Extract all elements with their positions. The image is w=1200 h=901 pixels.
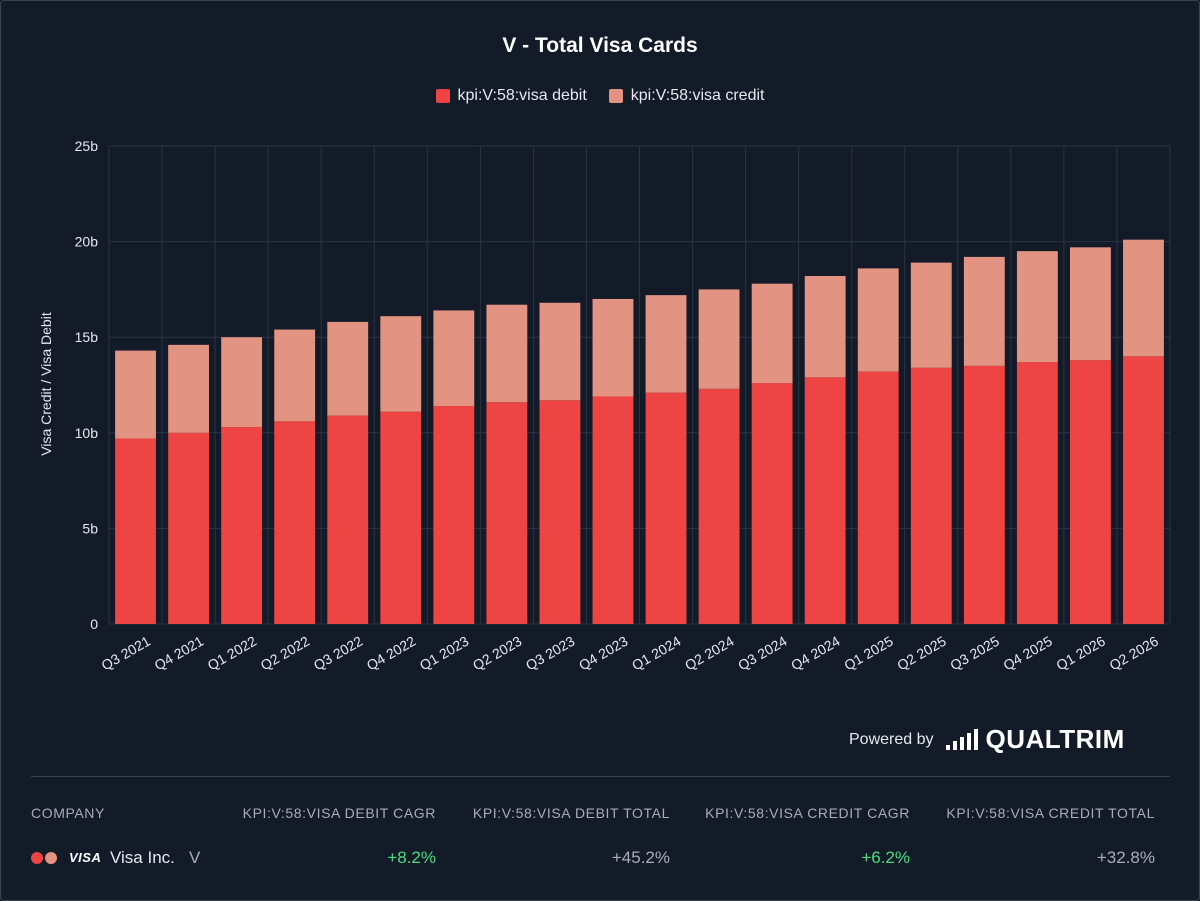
x-tick-label: Q2 2024	[682, 633, 737, 674]
bar-debit[interactable]	[592, 396, 634, 624]
visa-logo: VISA	[69, 850, 102, 865]
x-tick-label: Q4 2023	[576, 633, 631, 674]
header-debit-total: KPI:V:58:VISA DEBIT TOTAL	[472, 805, 670, 821]
credit-dot-icon	[45, 852, 57, 864]
x-tick-label: Q2 2022	[258, 633, 313, 674]
bar-debit[interactable]	[539, 400, 581, 624]
bar-credit[interactable]	[380, 316, 422, 412]
bar-debit[interactable]	[221, 427, 263, 624]
bar-credit[interactable]	[539, 302, 581, 401]
bar-debit[interactable]	[486, 402, 528, 624]
bar-debit[interactable]	[910, 367, 952, 624]
legend-item-debit[interactable]: kpi:V:58:visa debit	[435, 87, 587, 105]
legend-item-credit[interactable]: kpi:V:58:visa credit	[608, 87, 765, 105]
x-tick-label: Q4 2025	[1000, 633, 1055, 674]
x-tick-label: Q2 2023	[470, 633, 525, 674]
bar-debit[interactable]	[645, 392, 687, 624]
header-credit-total: KPI:V:58:VISA CREDIT TOTAL	[946, 805, 1155, 821]
legend-swatch-credit	[608, 89, 623, 103]
bar-debit[interactable]	[1016, 362, 1058, 624]
company-name: Visa Inc.	[110, 848, 175, 867]
legend-label-credit: kpi:V:58:visa credit	[630, 87, 765, 104]
bar-credit[interactable]	[115, 350, 156, 439]
bar-credit[interactable]	[433, 310, 475, 407]
legend-swatch-debit	[435, 89, 450, 103]
y-tick-label: 15b	[75, 329, 99, 345]
x-tick-label: Q1 2026	[1053, 633, 1108, 674]
bar-credit[interactable]	[592, 298, 634, 397]
bar-credit[interactable]	[645, 295, 687, 393]
debit-dot-icon	[31, 852, 43, 864]
bar-debit[interactable]	[804, 377, 846, 624]
x-tick-label: Q4 2024	[788, 633, 843, 674]
x-tick-label: Q1 2023	[417, 633, 472, 674]
qualtrim-brand: QUALTRIM	[985, 724, 1125, 754]
bar-debit[interactable]	[857, 371, 899, 624]
debit-total-value: +45.2%	[611, 848, 670, 867]
bar-credit[interactable]	[274, 329, 316, 422]
x-tick-label: Q1 2025	[841, 633, 896, 674]
bar-credit[interactable]	[910, 262, 952, 368]
x-tick-label: Q3 2024	[735, 633, 790, 674]
x-tick-label: Q2 2025	[894, 633, 949, 674]
qualtrim-logo-icon	[945, 728, 978, 750]
bar-debit[interactable]	[433, 406, 475, 624]
y-tick-label: 5b	[82, 520, 98, 536]
x-tick-label: Q1 2024	[629, 633, 684, 674]
legend-label-debit: kpi:V:58:visa debit	[457, 87, 587, 104]
bar-credit[interactable]	[751, 283, 793, 384]
bar-credit[interactable]	[486, 304, 528, 403]
bar-credit[interactable]	[168, 344, 209, 433]
y-tick-label: 0	[90, 616, 98, 632]
header-debit-cagr: KPI:V:58:VISA DEBIT CAGR	[242, 805, 436, 821]
y-axis-label: Visa Credit / Visa Debit	[38, 312, 54, 456]
y-tick-label: 20b	[75, 234, 99, 250]
bar-debit[interactable]	[751, 383, 793, 624]
bar-debit[interactable]	[327, 415, 369, 624]
bar-credit[interactable]	[857, 268, 899, 372]
chart-legend: kpi:V:58:visa debit kpi:V:58:visa credit	[0, 87, 1200, 105]
bar-debit[interactable]	[274, 421, 316, 624]
debit-cagr-value: +8.2%	[387, 848, 436, 867]
bar-debit[interactable]	[1123, 356, 1164, 624]
credit-total-value: +32.8%	[1096, 848, 1155, 867]
credit-cagr-value: +6.2%	[861, 848, 910, 867]
x-tick-label: Q3 2021	[99, 633, 154, 674]
y-tick-label: 10b	[75, 425, 99, 441]
bar-credit[interactable]	[327, 321, 369, 416]
y-tick-label: 25b	[75, 138, 99, 154]
bar-credit[interactable]	[1016, 251, 1058, 363]
bar-credit[interactable]	[1070, 247, 1111, 361]
header-credit-cagr: KPI:V:58:VISA CREDIT CAGR	[705, 805, 910, 821]
bar-debit[interactable]	[698, 388, 740, 624]
bar-credit[interactable]	[698, 289, 740, 389]
x-tick-label: Q4 2021	[152, 633, 207, 674]
bar-credit[interactable]	[221, 337, 263, 428]
bar-credit[interactable]	[963, 256, 1005, 366]
x-tick-label: Q4 2022	[364, 633, 419, 674]
x-tick-label: Q1 2022	[205, 633, 260, 674]
powered-by-text: Powered by	[849, 730, 934, 748]
header-company: COMPANY	[31, 805, 105, 821]
bar-credit[interactable]	[804, 276, 846, 378]
x-tick-label: Q3 2025	[947, 633, 1002, 674]
bar-debit[interactable]	[115, 438, 156, 624]
powered-by[interactable]: Powered by QUALTRIM	[849, 724, 1125, 755]
x-tick-label: Q2 2026	[1106, 633, 1161, 674]
company-ticker: V	[189, 848, 201, 867]
x-tick-label: Q3 2023	[523, 633, 578, 674]
bar-debit[interactable]	[168, 432, 209, 624]
bar-credit[interactable]	[1123, 239, 1164, 357]
bar-debit[interactable]	[380, 411, 422, 624]
x-tick-label: Q3 2022	[311, 633, 366, 674]
bar-debit[interactable]	[1070, 360, 1111, 624]
chart-title: V - Total Visa Cards	[502, 34, 698, 57]
bar-debit[interactable]	[963, 365, 1005, 624]
table-divider	[31, 776, 1170, 777]
